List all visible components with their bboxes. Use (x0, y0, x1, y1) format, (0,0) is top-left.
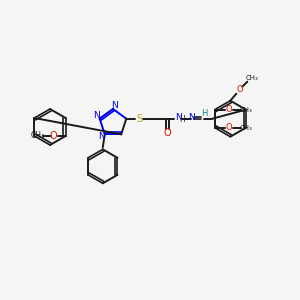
Text: O: O (50, 131, 57, 141)
Text: CH₃: CH₃ (31, 131, 45, 140)
Text: N: N (112, 101, 118, 110)
Text: H: H (179, 115, 185, 124)
Text: S: S (136, 114, 142, 124)
Text: O: O (236, 85, 243, 94)
Text: O: O (225, 105, 232, 114)
Text: CH₃: CH₃ (239, 107, 252, 113)
Text: CH₃: CH₃ (246, 75, 259, 81)
Text: N: N (93, 111, 100, 120)
Text: O: O (225, 123, 232, 132)
Text: CH₃: CH₃ (239, 125, 252, 131)
Text: N: N (175, 113, 182, 122)
Text: O: O (164, 128, 171, 138)
Text: H: H (201, 109, 208, 118)
Text: N: N (188, 113, 195, 122)
Text: N: N (98, 132, 105, 141)
